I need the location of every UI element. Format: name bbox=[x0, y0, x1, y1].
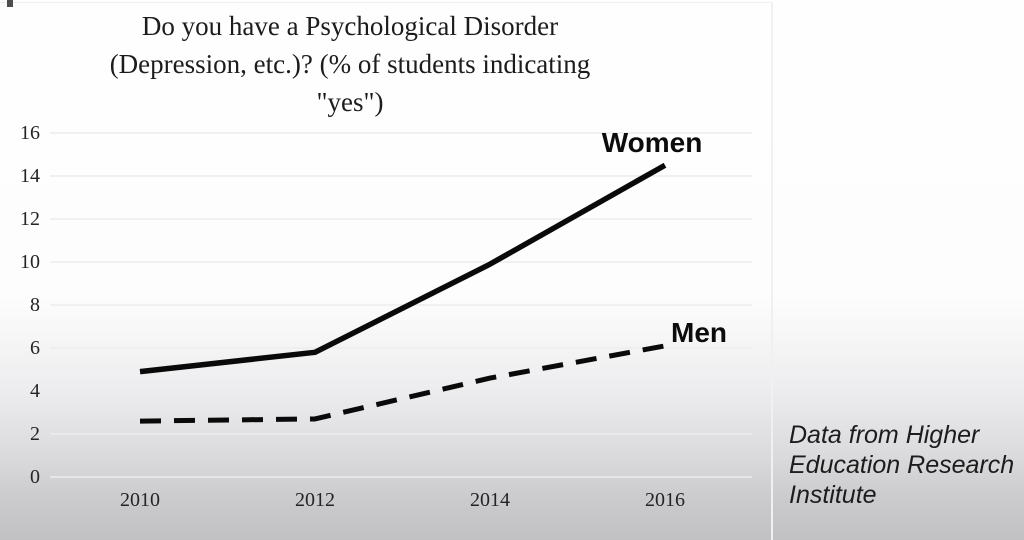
x-tick-label: 2010 bbox=[120, 489, 160, 511]
x-tick-label: 2012 bbox=[295, 489, 335, 511]
caption-line: Data from Higher bbox=[789, 421, 980, 449]
y-tick-label: 8 bbox=[30, 294, 40, 316]
y-tick-label: 0 bbox=[30, 466, 40, 488]
y-tick-label: 4 bbox=[30, 380, 40, 402]
chart-panel: Do you have a Psychological Disorder (Dep… bbox=[0, 2, 773, 540]
y-tick-label: 14 bbox=[20, 165, 40, 187]
chart-plot-area bbox=[50, 132, 752, 478]
caption-line: Institute bbox=[789, 481, 877, 509]
line-men bbox=[139, 343, 666, 424]
y-tick-label: 2 bbox=[30, 423, 40, 445]
series-label-men: Men bbox=[671, 317, 727, 348]
corner-artifact bbox=[7, 0, 13, 7]
y-tick-label: 6 bbox=[30, 337, 40, 359]
x-tick-label: 2016 bbox=[645, 489, 685, 511]
line-women bbox=[139, 162, 667, 375]
chart-title-line: Do you have a Psychological Disorder bbox=[141, 11, 559, 41]
data-source-caption: Data from Higher Education Research Instit… bbox=[789, 420, 1024, 510]
series-label-women: Women bbox=[601, 127, 703, 158]
chart-title-line: (Depression, etc.)? (% of students indic… bbox=[109, 49, 591, 79]
caption-line: Education Research bbox=[789, 451, 1015, 479]
y-tick-label: 16 bbox=[20, 122, 40, 144]
chart-title-line: "yes") bbox=[316, 87, 384, 117]
y-tick-label: 12 bbox=[20, 208, 40, 230]
chart-title: Do you have a Psychological Disorder (Dep… bbox=[60, 7, 640, 121]
x-tick-label: 2014 bbox=[470, 489, 510, 511]
y-tick-label: 10 bbox=[20, 251, 40, 273]
